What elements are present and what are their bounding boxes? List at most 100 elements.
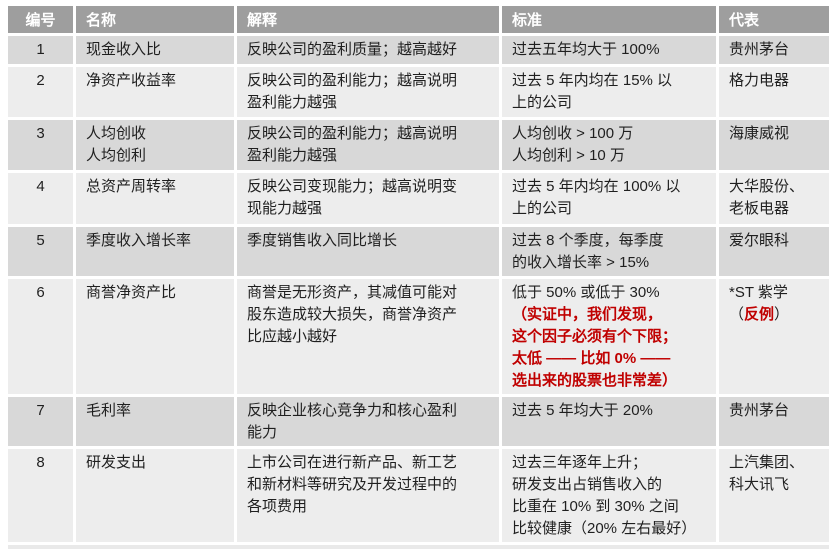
cell-no: 1 (8, 36, 73, 64)
table-header: 编号 名称 解释 标准 代表 (8, 6, 829, 33)
cell-explanation: 反映公司的盈利能力；越高说明盈利能力越强 (237, 120, 499, 170)
cell-explanation: 商誉是无形资产，其减值可能对股东造成较大损失，商誉净资产 比应越小越好 (237, 279, 499, 394)
cell-no: 7 (8, 397, 73, 446)
cell-text: 人均创利 (86, 147, 147, 164)
cell-text: 格力电器 (729, 72, 790, 89)
cell-standard: 过去 5 年内均在 15% 以上的公司 (502, 67, 716, 117)
cell-line: 的收入增长率 > 15% (512, 252, 706, 274)
red-highlight-text: 选出来的股票也非常差） (512, 372, 678, 389)
cell-text: 比应越小越好 (247, 328, 338, 345)
cell-text: 上市公司在进行新产品、新工艺 (247, 454, 458, 471)
cell-text: 反映企业核心竞争力和核心盈利 (247, 402, 458, 419)
cell-text: 反映公司变现能力；越高说明变 (247, 178, 458, 195)
cell-no: 2 (8, 67, 73, 117)
cell-text: 人均创利 > 10 万 (512, 147, 625, 164)
cell-text: 上的公司 (512, 94, 573, 111)
cell-explanation: 反映企业核心竞争力和核心盈利 能力 (237, 397, 499, 446)
cell-representative: 贵州茅台 (719, 36, 829, 64)
cell-text: 过去五年均大于 100% (512, 41, 660, 58)
table-row: 8 研发支出 上市公司在进行新产品、新工艺 和新材料等研究及开发过程中的 各项费用 过去三… (8, 449, 829, 542)
cell-line: 人均创收 > 100 万 (512, 123, 706, 145)
factor-table-container: 编号 名称 解释 标准 代表 1 现金收入比 反映公司的盈利质量；越高越好 过去五年均大于 1… (5, 3, 832, 549)
cell-text: 现金收入比 (86, 41, 162, 58)
cell-line: 过去 8 个季度，每季度 (512, 230, 706, 252)
cell-line: 人均创利 (86, 145, 224, 167)
table-row: 6 商誉净资产比 商誉是无形资产，其减值可能对股东造成较大损失，商誉净资产 比应越小越… (8, 279, 829, 394)
cell-text: 上汽集团、 (729, 454, 805, 471)
cell-line: 过去五年均大于 100% (512, 39, 706, 61)
table-body: 1 现金收入比 反映公司的盈利质量；越高越好 过去五年均大于 100% 贵州茅台 2 净资产… (8, 36, 829, 542)
cell-line: 人均创收 (86, 123, 224, 145)
cell-line: 盈利能力越强 (247, 145, 489, 167)
cell-text: 反映公司的盈利能力；越高说明 (247, 125, 458, 142)
cell-line: 老板电器 (729, 198, 819, 220)
cell-line: 海康威视 (729, 123, 819, 145)
cell-line: 比较健康（20% 左右最好） (512, 518, 706, 540)
cell-line: 大华股份、 (729, 176, 819, 198)
cell-text: 反映公司的盈利能力；越高说明 (247, 72, 458, 89)
cell-line: 现金收入比 (86, 39, 224, 61)
cell-line: 科大讯飞 (729, 474, 819, 496)
cell-no: 5 (8, 227, 73, 276)
cell-text: 和新材料等研究及开发过程中的 (247, 476, 458, 493)
cell-line: 贵州茅台 (729, 400, 819, 422)
cell-name: 净资产收益率 (76, 67, 234, 117)
cell-text: 比重在 10% 到 30% 之间 (512, 498, 679, 515)
cell-text: 季度收入增长率 (86, 232, 192, 249)
column-header-explanation: 解释 (237, 6, 499, 33)
cell-text: 比较健康（20% 左右最好） (512, 520, 697, 537)
cell-line: 低于 50% 或低于 30% (512, 282, 706, 304)
cell-line: 股东造成较大损失，商誉净资产 (247, 304, 489, 326)
cell-text: 净资产收益率 (86, 72, 177, 89)
cell-name: 研发支出 (76, 449, 234, 542)
factor-table: 编号 名称 解释 标准 代表 1 现金收入比 反映公司的盈利质量；越高越好 过去五年均大于 1… (5, 3, 832, 545)
cell-text: 反映公司的盈利质量；越高越好 (247, 41, 458, 58)
cell-text: 大华股份、 (729, 178, 805, 195)
cell-line: 商誉是无形资产，其减值可能对 (247, 282, 489, 304)
cell-text: *ST 紫学 (729, 284, 788, 301)
cell-name: 毛利率 (76, 397, 234, 446)
cell-line: 格力电器 (729, 70, 819, 92)
cell-name: 总资产周转率 (76, 173, 234, 224)
table-row: 3 人均创收 人均创利 反映公司的盈利能力；越高说明 盈利能力越强 人均创收 > 100 … (8, 120, 829, 170)
cell-text: 爱尔眼科 (729, 232, 790, 249)
cell-line: 过去三年逐年上升； (512, 452, 706, 474)
cell-no: 6 (8, 279, 73, 394)
cell-line: 总资产周转率 (86, 176, 224, 198)
cell-explanation: 反映公司变现能力；越高说明变 现能力越强 (237, 173, 499, 224)
cell-text: 海康威视 (729, 125, 790, 142)
cell-text: 商誉净资产比 (86, 284, 177, 301)
cell-line: 过去 5 年内均在 15% 以 (512, 70, 706, 92)
cell-line: 过去 5 年均大于 20% (512, 400, 706, 422)
cell-standard: 过去 5 年均大于 20% (502, 397, 716, 446)
cell-text: 的收入增长率 > 15% (512, 254, 650, 271)
cell-text: 贵州茅台 (729, 402, 790, 419)
cell-representative: 贵州茅台 (719, 397, 829, 446)
cell-text: 股东造成较大损失，商誉净资产 (247, 306, 458, 323)
column-header-name: 名称 (76, 6, 234, 33)
table-row: 7 毛利率 反映企业核心竞争力和核心盈利 能力 过去 5 年均大于 20% 贵州茅台 (8, 397, 829, 446)
cell-no: 8 (8, 449, 73, 542)
cell-standard: 人均创收 > 100 万人均创利 > 10 万 (502, 120, 716, 170)
cell-text: 季度销售收入同比增长 (247, 232, 398, 249)
cell-line: 反映公司的盈利能力；越高说明 (247, 123, 489, 145)
cell-text: 过去三年逐年上升； (512, 454, 648, 471)
cell-text: ） (774, 306, 790, 323)
cell-standard: 过去 5 年内均在 100% 以上的公司 (502, 173, 716, 224)
cell-text: 上的公司 (512, 200, 573, 217)
cell-line: 反映公司变现能力；越高说明变 (247, 176, 489, 198)
cell-text: 人均创收 > 100 万 (512, 125, 634, 142)
cell-text: 毛利率 (86, 402, 132, 419)
cell-line: 毛利率 (86, 400, 224, 422)
cell-line: 贵州茅台 (729, 39, 819, 61)
cell-standard: 过去五年均大于 100% (502, 36, 716, 64)
table-row: 1 现金收入比 反映公司的盈利质量；越高越好 过去五年均大于 100% 贵州茅台 (8, 36, 829, 64)
column-header-representative: 代表 (719, 6, 829, 33)
cell-text: 过去 5 年内均在 15% 以 (512, 72, 673, 89)
cell-line: 选出来的股票也非常差） (512, 370, 706, 392)
cell-standard: 低于 50% 或低于 30% （实证中，我们发现， 这个因子必须有个下限； 太低 ——… (502, 279, 716, 394)
cell-representative: 爱尔眼科 (719, 227, 829, 276)
red-highlight-text: （实证中，我们发现， (512, 306, 663, 323)
cell-line: 研发支出占销售收入的 (512, 474, 706, 496)
cell-standard: 过去三年逐年上升； 研发支出占销售收入的比重在 10% 到 30% 之间比较健康（… (502, 449, 716, 542)
